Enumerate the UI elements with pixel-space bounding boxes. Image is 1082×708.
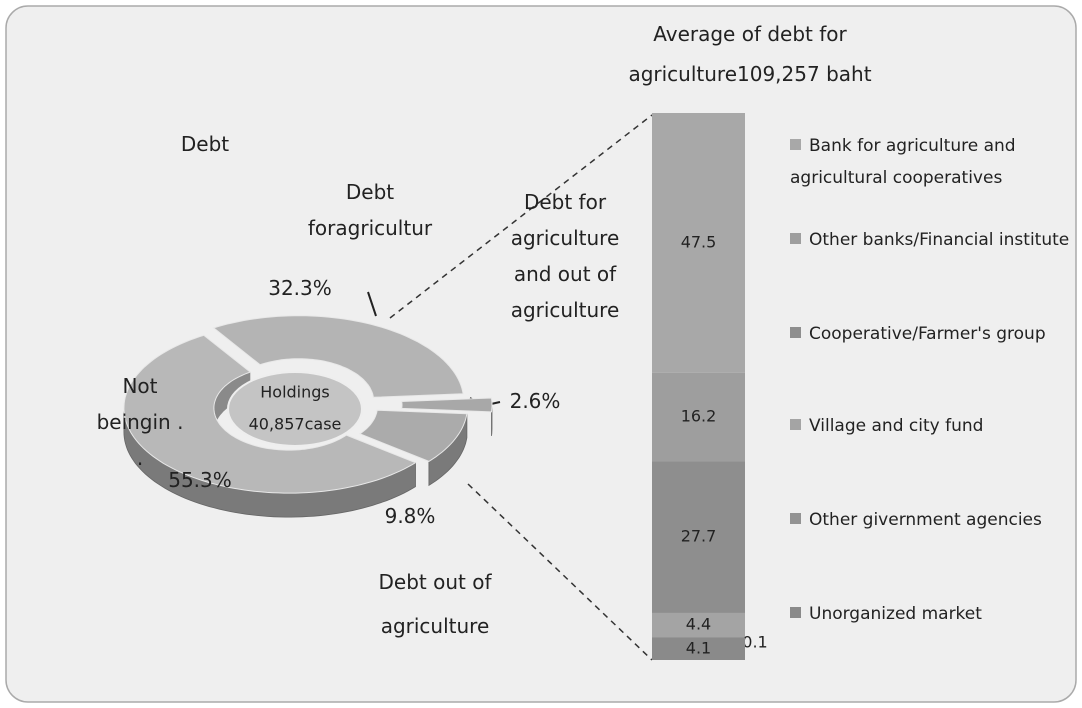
legend-label: Cooperative/Farmer's group (809, 324, 1046, 344)
bar-segment (652, 461, 745, 613)
value-label: 2.6% (509, 389, 561, 413)
slice (212, 315, 464, 398)
value-label: 4.4 (686, 614, 711, 633)
center-label: Holdings (260, 383, 330, 402)
legend-label: Bank for agriculture and agricultural co… (790, 136, 1016, 188)
slice-label: Debt foragricultur (307, 180, 433, 240)
value-label: 47.5 (681, 232, 717, 251)
value-label: 55.3% (168, 468, 232, 492)
slice (401, 397, 493, 413)
bar-segment (652, 372, 745, 462)
legend-swatch (790, 607, 801, 618)
legend-item: Other givernment agencies (790, 504, 1070, 536)
connector (389, 114, 653, 319)
legend-swatch (790, 419, 801, 430)
value-label: 27.7 (681, 527, 717, 546)
legend-swatch (790, 139, 801, 150)
value-label: 4.1 (686, 638, 711, 657)
legend-label: Unorganized market (809, 604, 982, 624)
bar-segment (652, 637, 745, 660)
bar-title: Average of debt for agriculture109,257 b… (628, 22, 872, 86)
legend-swatch (790, 327, 801, 338)
slice-label: Debt for agriculture and out of agricult… (510, 190, 620, 322)
bar-segment (652, 637, 745, 638)
legend-label: Other banks/Financial institute (809, 230, 1070, 250)
legend-swatch (790, 233, 801, 244)
legend-item: Other banks/Financial institute (790, 224, 1070, 256)
bar-segment (652, 612, 745, 638)
legend-item: Village and city fund (790, 410, 1070, 442)
slice-label: Not beingin . . (96, 374, 184, 470)
legend-swatch (790, 513, 801, 524)
legend-item: Unorganized market (790, 598, 1070, 630)
legend-label: Other givernment agencies (809, 510, 1042, 530)
leader-line (367, 291, 377, 317)
legend-item: Cooperative/Farmer's group (790, 318, 1070, 350)
value-label: 32.3% (268, 276, 332, 300)
legend-label: Village and city fund (809, 416, 984, 436)
value-label: 16.2 (681, 407, 717, 426)
value-label: 9.8% (384, 504, 436, 528)
connector (467, 483, 653, 661)
slice-label: Debt out of agriculture (378, 570, 492, 638)
center-disc (227, 371, 363, 447)
value-label: 0.1 (742, 633, 767, 652)
slice (123, 334, 417, 494)
center-label: 40,857case (249, 415, 342, 434)
bar-segment (652, 113, 745, 373)
pie-title: Debt (180, 132, 230, 156)
slice (358, 409, 468, 462)
legend-item: Bank for agriculture and agricultural co… (790, 130, 1070, 194)
frame (5, 5, 1077, 703)
